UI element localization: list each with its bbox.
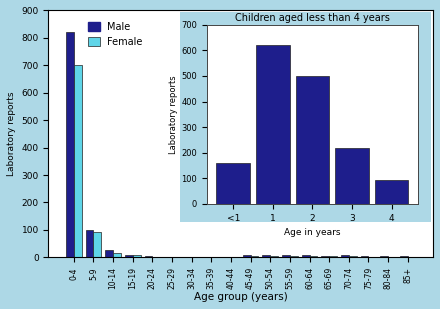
Bar	[400, 256, 408, 257]
Bar	[216, 163, 250, 204]
Bar	[375, 180, 408, 204]
Bar	[302, 255, 309, 257]
Bar	[66, 32, 74, 257]
Bar	[349, 256, 357, 257]
Bar	[309, 256, 317, 257]
Bar	[251, 256, 258, 257]
Title: Children aged less than 4 years: Children aged less than 4 years	[235, 13, 390, 23]
Bar	[86, 230, 93, 257]
Bar	[262, 255, 270, 257]
Bar	[335, 148, 369, 204]
Bar	[290, 256, 298, 257]
Bar	[329, 256, 337, 257]
Bar	[125, 255, 133, 257]
Bar	[341, 255, 349, 257]
Bar	[113, 253, 121, 257]
X-axis label: Age group (years): Age group (years)	[194, 292, 288, 302]
Bar	[133, 255, 141, 257]
Bar	[282, 255, 290, 257]
Bar	[256, 45, 290, 204]
Legend: Male, Female: Male, Female	[84, 18, 147, 50]
Bar	[270, 256, 278, 257]
Bar	[321, 256, 329, 257]
Bar	[243, 255, 251, 257]
Bar	[74, 65, 82, 257]
Y-axis label: Laboratory reports: Laboratory reports	[169, 75, 179, 154]
Bar	[380, 256, 388, 257]
Bar	[296, 76, 329, 204]
Bar	[360, 256, 368, 257]
Y-axis label: Laboratory reports: Laboratory reports	[7, 92, 16, 176]
X-axis label: Age in years: Age in years	[284, 228, 341, 237]
Bar	[105, 250, 113, 257]
Bar	[93, 232, 101, 257]
Bar	[144, 256, 152, 257]
